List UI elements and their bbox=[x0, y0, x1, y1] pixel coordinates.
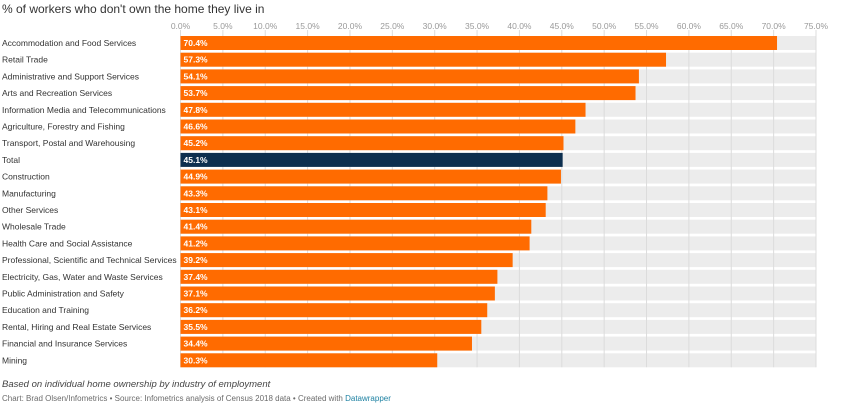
value-label: 43.1% bbox=[184, 205, 209, 215]
category-label: Agriculture, Forestry and Fishing bbox=[2, 122, 125, 132]
value-label: 34.4% bbox=[184, 339, 209, 349]
bar bbox=[180, 269, 498, 284]
bar bbox=[180, 36, 778, 50]
category-label: Other Services bbox=[2, 205, 58, 215]
datawrapper-link[interactable]: Datawrapper bbox=[345, 394, 391, 403]
value-label: 41.4% bbox=[184, 222, 209, 232]
value-label: 47.8% bbox=[184, 105, 209, 115]
x-tick-label: 15.0% bbox=[296, 21, 321, 31]
bar bbox=[180, 186, 548, 201]
category-label: Administrative and Support Services bbox=[2, 71, 139, 81]
category-label: Retail Trade bbox=[2, 55, 48, 65]
value-label: 41.2% bbox=[184, 238, 209, 248]
category-label: Electricity, Gas, Water and Waste Servic… bbox=[2, 272, 163, 282]
x-tick-label: 30.0% bbox=[423, 21, 448, 31]
x-tick-label: 5.0% bbox=[213, 21, 233, 31]
value-label: 36.2% bbox=[184, 305, 209, 315]
category-label: Construction bbox=[2, 172, 50, 182]
bar bbox=[180, 319, 482, 334]
category-label: Total bbox=[2, 155, 20, 165]
value-label: 39.2% bbox=[184, 255, 209, 265]
bar bbox=[180, 119, 576, 134]
value-label: 46.6% bbox=[184, 122, 209, 132]
value-label: 30.3% bbox=[184, 355, 209, 365]
bar bbox=[180, 219, 532, 234]
category-label: Education and Training bbox=[2, 305, 89, 315]
category-label: Information Media and Telecommunications bbox=[2, 105, 166, 115]
x-tick-label: 35.0% bbox=[465, 21, 490, 31]
bar bbox=[180, 253, 513, 268]
chart-notes: Based on individual home ownership by in… bbox=[2, 379, 271, 390]
category-label: Manufacturing bbox=[2, 188, 56, 198]
category-label: Accommodation and Food Services bbox=[2, 38, 136, 48]
category-label: Financial and Insurance Services bbox=[2, 339, 127, 349]
x-tick-label: 75.0% bbox=[804, 21, 829, 31]
bar bbox=[180, 286, 495, 301]
value-label: 35.5% bbox=[184, 322, 209, 332]
chart-credit: Chart: Brad Olsen/Infometrics • Source: … bbox=[2, 394, 391, 403]
value-label: 70.4% bbox=[184, 38, 209, 48]
x-tick-label: 60.0% bbox=[677, 21, 702, 31]
value-label: 53.7% bbox=[184, 88, 209, 98]
category-label: Mining bbox=[2, 355, 27, 365]
category-label: Wholesale Trade bbox=[2, 222, 66, 232]
x-tick-label: 25.0% bbox=[380, 21, 405, 31]
value-label: 45.1% bbox=[184, 155, 209, 165]
x-tick-label: 45.0% bbox=[550, 21, 575, 31]
x-tick-label: 40.0% bbox=[507, 21, 532, 31]
bar bbox=[180, 86, 636, 101]
chart-title: % of workers who don't own the home they… bbox=[2, 2, 265, 16]
bar bbox=[180, 236, 530, 251]
category-label: Rental, Hiring and Real Estate Services bbox=[2, 322, 151, 332]
category-label: Arts and Recreation Services bbox=[2, 88, 112, 98]
value-label: 54.1% bbox=[184, 71, 209, 81]
category-label: Public Administration and Safety bbox=[2, 289, 125, 299]
category-label: Transport, Postal and Warehousing bbox=[2, 138, 135, 148]
x-tick-label: 10.0% bbox=[253, 21, 278, 31]
value-label: 37.1% bbox=[184, 289, 209, 299]
bar bbox=[180, 52, 667, 67]
value-label: 37.4% bbox=[184, 272, 209, 282]
value-label: 45.2% bbox=[184, 138, 209, 148]
x-tick-label: 70.0% bbox=[762, 21, 787, 31]
x-tick-label: 50.0% bbox=[592, 21, 617, 31]
bar bbox=[180, 69, 639, 84]
value-label: 44.9% bbox=[184, 172, 209, 182]
bar-highlight bbox=[180, 152, 563, 167]
x-tick-label: 65.0% bbox=[719, 21, 744, 31]
bar bbox=[180, 336, 472, 351]
bar bbox=[180, 102, 586, 117]
bar-chart: 0.0% 5.0% 10.0% 15.0% 20.0% 25.0% 30.0% 35.0% 40… bbox=[2, 21, 829, 368]
bar bbox=[180, 169, 561, 184]
value-label: 57.3% bbox=[184, 55, 209, 65]
bar bbox=[180, 203, 546, 217]
x-tick-label: 55.0% bbox=[634, 21, 659, 31]
bar bbox=[180, 353, 438, 368]
category-label: Professional, Scientific and Technical S… bbox=[2, 255, 177, 265]
value-label: 43.3% bbox=[184, 188, 209, 198]
credit-text: Chart: Brad Olsen/Infometrics • Source: … bbox=[2, 394, 346, 403]
bar bbox=[180, 303, 488, 318]
category-label: Health Care and Social Assistance bbox=[2, 238, 133, 248]
bar bbox=[180, 136, 564, 151]
x-tick-label: 20.0% bbox=[338, 21, 363, 31]
x-tick-label: 0.0% bbox=[171, 21, 191, 31]
